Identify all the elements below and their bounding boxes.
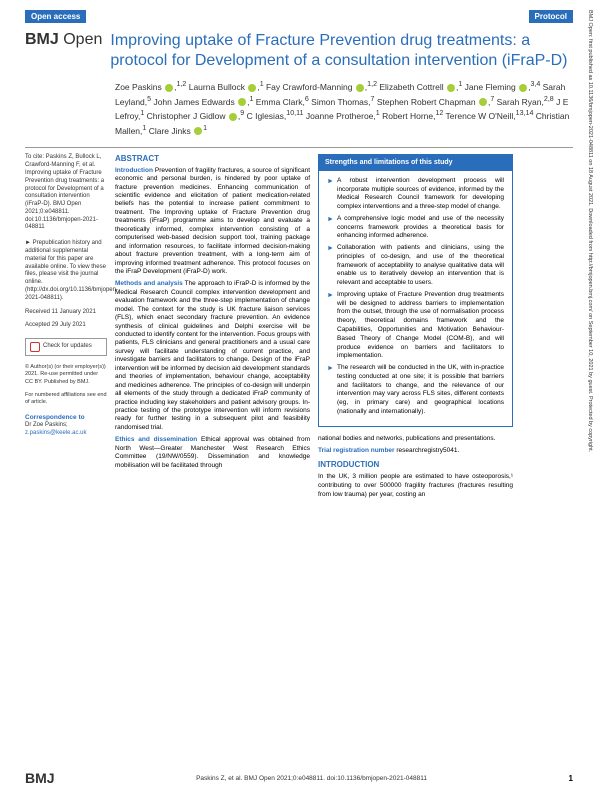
affiliations-note: For numbered affiliations see end of art… — [25, 392, 107, 406]
page-footer: BMJ Paskins Z, et al. BMJ Open 2021;0:e0… — [25, 770, 573, 786]
orcid-icon — [447, 84, 455, 92]
orcid-icon — [229, 113, 237, 121]
trial-number: researchregistry5041. — [395, 447, 460, 454]
prepub-note: ► Prepublication history and additional … — [25, 240, 107, 302]
correspondence-name: Dr Zoe Paskins; — [25, 422, 107, 430]
orcid-icon — [194, 127, 202, 135]
intro-label: Introduction — [115, 167, 153, 174]
open-access-badge: Open access — [25, 10, 86, 23]
introduction-heading: INTRODUCTION — [318, 460, 513, 471]
citation-text: To cite: Paskins Z, Bullock L, Crawford-… — [25, 154, 107, 232]
correspondence-block: Correspondence to Dr Zoe Paskins; z.pask… — [25, 414, 107, 438]
journal-open: Open — [63, 31, 102, 48]
box-item: A comprehensive logic model and use of t… — [327, 215, 504, 241]
author-list: Zoe Paskins ,1,2 Laurna Bullock ,1 Fay C… — [115, 79, 573, 137]
intro-text: Prevention of fragility fractures, a sou… — [115, 167, 310, 275]
bmj-logo: BMJ — [25, 770, 55, 786]
crossmark-icon — [30, 342, 40, 352]
orcid-icon — [479, 98, 487, 106]
orcid-icon — [356, 84, 364, 92]
orcid-icon — [165, 84, 173, 92]
abstract-heading: ABSTRACT — [115, 154, 310, 164]
footer-citation: Paskins Z, et al. BMJ Open 2021;0:e04881… — [196, 775, 427, 782]
box-item: A robust intervention development proces… — [327, 177, 504, 212]
introduction-text: In the UK, 3 million people are estimate… — [318, 473, 513, 499]
vertical-citation: BMJ Open: first published as 10.1136/bmj… — [581, 0, 595, 794]
right-column: Strengths and limitations of this study … — [318, 154, 513, 503]
correspondence-heading: Correspondence to — [25, 414, 107, 422]
box-item: Improving uptake of Fracture Prevention … — [327, 291, 504, 361]
trial-registration: Trial registration number researchregist… — [318, 447, 513, 456]
accepted-date: Accepted 29 July 2021 — [25, 322, 107, 330]
citation-box: To cite: Paskins Z, Bullock L, Crawford-… — [25, 154, 107, 232]
journal-name: BMJ Open — [25, 31, 102, 71]
journal-bmj: BMJ — [25, 31, 59, 48]
methods-text: The approach to iFraP-D is informed by t… — [115, 280, 310, 430]
box-heading: Strengths and limitations of this study — [319, 155, 512, 170]
check-updates-label: Check for updates — [43, 343, 92, 351]
trial-label: Trial registration number — [318, 447, 395, 454]
correspondence-email[interactable]: z.paskins@keele.ac.uk — [25, 430, 107, 438]
page-number: 1 — [569, 774, 573, 783]
copyright-text: © Author(s) (or their employer(s)) 2021.… — [25, 364, 107, 385]
orcid-icon — [519, 84, 527, 92]
methods-label: Methods and analysis — [115, 280, 183, 287]
ethics-label: Ethics and dissemination — [115, 436, 197, 443]
orcid-icon — [238, 98, 246, 106]
abstract-intro: Introduction Prevention of fragility fra… — [115, 167, 310, 277]
box-list: A robust intervention development proces… — [327, 177, 504, 417]
left-sidebar: To cite: Paskins Z, Bullock L, Crawford-… — [25, 154, 107, 503]
abstract-column: ABSTRACT Introduction Prevention of frag… — [115, 154, 310, 503]
protocol-badge: Protocol — [529, 10, 573, 23]
orcid-icon — [248, 84, 256, 92]
abstract-ethics: Ethics and dissemination Ethical approva… — [115, 436, 310, 470]
received-date: Received 11 January 2021 — [25, 309, 107, 317]
divider — [25, 147, 573, 148]
strengths-limitations-box: Strengths and limitations of this study … — [318, 154, 513, 426]
abstract-methods: Methods and analysis The approach to iFr… — [115, 280, 310, 432]
box-item: The research will be conducted in the UK… — [327, 364, 504, 417]
continuation-text: national bodies and networks, publicatio… — [318, 435, 513, 444]
article-title: Improving uptake of Fracture Prevention … — [110, 31, 573, 71]
check-updates-button[interactable]: Check for updates — [25, 338, 107, 356]
box-item: Collaboration with patients and clinicia… — [327, 244, 504, 288]
